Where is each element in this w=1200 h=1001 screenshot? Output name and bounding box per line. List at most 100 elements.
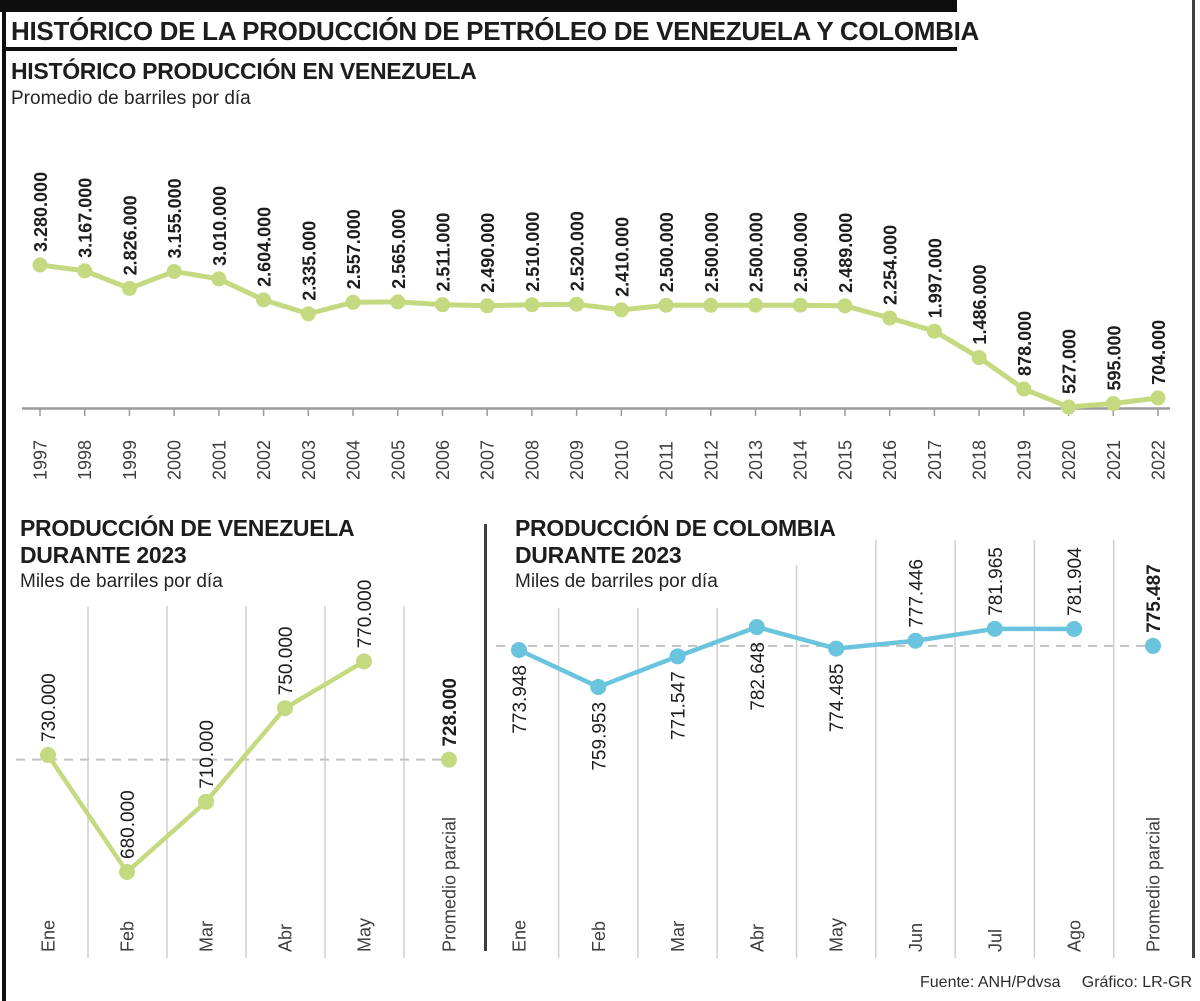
svg-text:2020: 2020 [1059,440,1079,480]
svg-text:2011: 2011 [657,441,677,480]
svg-text:2006: 2006 [433,440,453,480]
svg-text:710.000: 710.000 [197,720,218,789]
svg-text:773.948: 773.948 [510,665,531,734]
colombia-2023-title-line2: DURANTE 2023 [515,542,682,568]
svg-text:750.000: 750.000 [276,627,297,696]
svg-text:1999: 1999 [120,440,140,480]
svg-text:2.826.000: 2.826.000 [120,195,140,275]
svg-text:2010: 2010 [612,440,632,480]
svg-text:3.155.000: 3.155.000 [165,178,185,258]
svg-text:774.485: 774.485 [827,664,848,733]
svg-text:2018: 2018 [970,440,990,480]
svg-text:2.500.000: 2.500.000 [747,212,767,292]
svg-text:2.489.000: 2.489.000 [836,213,856,293]
svg-text:2.565.000: 2.565.000 [389,209,409,289]
svg-text:May: May [355,918,375,952]
charts-divider-line [484,524,487,951]
svg-text:2014: 2014 [791,440,811,480]
venezuela-2023-title: PRODUCCIÓN DE VENEZUELA DURANTE 2023 [20,515,355,569]
svg-text:1998: 1998 [75,440,95,480]
svg-text:2.520.000: 2.520.000 [568,211,588,291]
svg-text:728.000: 728.000 [440,678,461,747]
svg-text:770.000: 770.000 [355,580,376,649]
svg-text:2016: 2016 [880,440,900,480]
svg-text:2009: 2009 [567,440,587,480]
historico-venezuela-line-chart: 3.280.000 3.167.000 2.826.000 3.155.000 3.01… [22,172,1170,480]
svg-text:Promedio parcial: Promedio parcial [440,817,460,952]
colombia-2023-title-line1: PRODUCCIÓN DE COLOMBIA [515,515,836,541]
svg-text:771.547: 771.547 [669,671,690,740]
svg-text:2005: 2005 [388,440,408,480]
page-title: HISTÓRICO DE LA PRODUCCIÓN DE PETRÓLEO D… [11,16,980,46]
svg-text:2.500.000: 2.500.000 [657,212,677,292]
venezuela-2023-subtitle: Miles de barriles por día [20,571,223,592]
svg-text:May: May [827,918,847,952]
svg-text:680.000: 680.000 [118,790,139,859]
svg-text:2.490.000: 2.490.000 [478,213,498,293]
svg-text:2.500.000: 2.500.000 [791,212,811,292]
svg-text:2.511.000: 2.511.000 [433,213,453,292]
svg-text:1.997.000: 1.997.000 [925,238,945,318]
svg-text:2.254.000: 2.254.000 [881,225,901,305]
svg-text:2004: 2004 [344,440,364,480]
svg-text:775.487: 775.487 [1144,564,1165,633]
title-underline [2,47,957,51]
svg-text:3.167.000: 3.167.000 [76,178,96,258]
left-border-line [2,0,6,1001]
svg-text:2.410.000: 2.410.000 [612,217,632,297]
svg-text:2002: 2002 [254,440,274,480]
svg-text:2022: 2022 [1149,440,1169,480]
svg-text:595.000: 595.000 [1104,325,1124,390]
svg-text:Jun: Jun [906,923,926,952]
svg-text:2.500.000: 2.500.000 [702,212,722,292]
svg-text:2001: 2001 [209,440,229,480]
svg-text:3.010.000: 3.010.000 [210,186,230,266]
svg-text:1.486.000: 1.486.000 [970,264,990,344]
svg-text:781.904: 781.904 [1065,547,1086,616]
venezuela-2023-title-line2: DURANTE 2023 [20,542,187,568]
svg-text:1997: 1997 [31,440,51,480]
svg-text:2.557.000: 2.557.000 [344,209,364,289]
svg-text:Ene: Ene [510,920,530,952]
svg-text:Mar: Mar [197,921,217,952]
footer: Fuente: ANH/Pdvsa Gráfico: LR-GR [920,974,1192,992]
svg-text:730.000: 730.000 [39,673,60,742]
venezuela-2023-title-line1: PRODUCCIÓN DE VENEZUELA [20,515,355,541]
svg-text:527.000: 527.000 [1060,329,1080,394]
top-border-bar [0,0,957,12]
svg-text:Promedio parcial: Promedio parcial [1144,817,1164,952]
svg-text:2017: 2017 [925,440,945,480]
svg-text:878.000: 878.000 [1015,311,1035,376]
colombia-2023-title: PRODUCCIÓN DE COLOMBIA DURANTE 2023 [515,515,836,569]
historico-chart-title: HISTÓRICO PRODUCCIÓN EN VENEZUELA [11,58,477,84]
venezuela-2023-line-chart: 730.000 680.000 710.000 750.000 770.000 Ene Fe… [16,580,461,958]
colombia-2023-line-chart: 773.948 759.953 771.547 782.648 774.485 777.4… [496,540,1165,958]
svg-text:Feb: Feb [589,921,609,952]
svg-text:Abr: Abr [276,924,296,952]
svg-text:Mar: Mar [668,921,688,952]
colombia-2023-subtitle: Miles de barriles por día [515,571,718,592]
svg-text:3.280.000: 3.280.000 [31,172,51,252]
svg-text:2000: 2000 [165,440,185,480]
svg-text:Ene: Ene [39,920,59,952]
historico-chart-subtitle: Promedio de barriles por día [11,88,251,109]
svg-text:Abr: Abr [747,924,767,952]
svg-text:782.648: 782.648 [748,642,769,711]
svg-text:2019: 2019 [1014,440,1034,480]
right-border-line [1192,0,1195,958]
svg-text:2.510.000: 2.510.000 [523,212,543,292]
svg-text:2.604.000: 2.604.000 [255,207,275,287]
svg-text:2003: 2003 [299,440,319,480]
svg-text:704.000: 704.000 [1149,320,1169,385]
svg-text:2015: 2015 [835,440,855,480]
svg-text:2012: 2012 [701,440,721,480]
svg-text:Ago: Ago [1065,920,1085,952]
svg-text:759.953: 759.953 [589,702,610,771]
svg-text:777.446: 777.446 [907,559,928,628]
svg-text:2008: 2008 [522,440,542,480]
svg-text:Feb: Feb [118,921,138,952]
source-label: Fuente: ANH/Pdvsa [920,974,1061,991]
svg-text:Jul: Jul [985,929,1005,952]
credit-label: Gráfico: LR-GR [1081,974,1192,991]
